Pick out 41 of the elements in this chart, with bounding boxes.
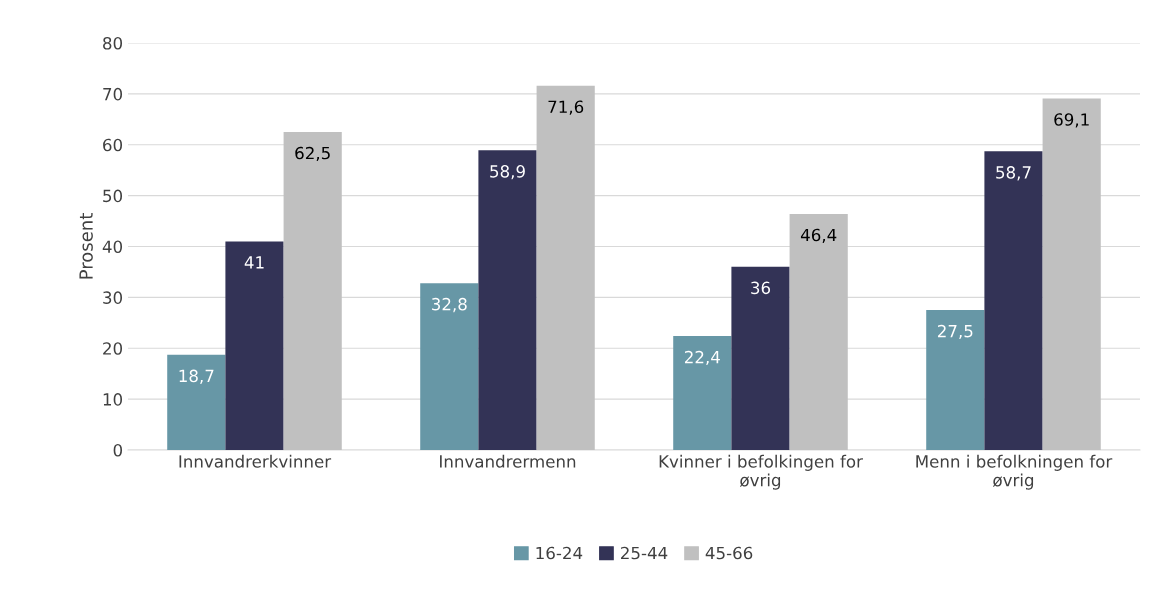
y-tick-label: 50: [103, 189, 123, 203]
y-tick-label: 0: [113, 443, 123, 457]
data-label: 71,6: [548, 100, 584, 115]
y-tick-label: 70: [103, 87, 123, 101]
bar: [1042, 98, 1101, 450]
x-tick-label: Innvandrermenn: [440, 454, 576, 468]
data-label: 58,9: [490, 165, 525, 180]
legend-label: 25-44: [621, 546, 668, 560]
bar: [536, 85, 595, 450]
data-label: 18,7: [179, 369, 214, 384]
legend-label: 45-66: [705, 546, 753, 560]
y-tick-label: 20: [103, 342, 123, 355]
bar: [478, 150, 537, 450]
bar: [283, 132, 342, 450]
bar: [984, 151, 1043, 450]
y-tick-label: 80: [103, 36, 123, 50]
legend-label: 16-24: [536, 546, 583, 560]
data-label: 36: [751, 281, 771, 295]
x-tick-label: Menn i befolkningen for øvrig: [916, 454, 1113, 490]
y-tick-label: 30: [103, 291, 123, 304]
bar: [167, 354, 226, 450]
y-tick-label: 10: [103, 393, 123, 406]
y-tick-label: 40: [102, 240, 123, 254]
data-label: 62,5: [295, 146, 330, 162]
data-label: 69,1: [1054, 113, 1089, 128]
bar: [731, 266, 790, 450]
data-label: 46,4: [800, 228, 837, 243]
data-label: 58,7: [996, 166, 1031, 181]
data-label: 41: [244, 256, 264, 269]
bar: [225, 241, 284, 450]
y-axis-title: Prosent: [79, 213, 93, 279]
x-tick-label: Kvinner i befolkingen for øvrig: [659, 454, 863, 490]
y-tick-label: 60: [103, 138, 123, 152]
x-tick-label: Innvandrerkvinner: [179, 454, 332, 468]
data-label: 32,8: [432, 297, 467, 313]
data-label: 22,4: [684, 350, 720, 366]
bar: [789, 213, 848, 450]
bar: [673, 336, 732, 450]
bar: [926, 310, 985, 450]
bar: [420, 283, 479, 450]
data-label: 27,5: [937, 324, 973, 340]
